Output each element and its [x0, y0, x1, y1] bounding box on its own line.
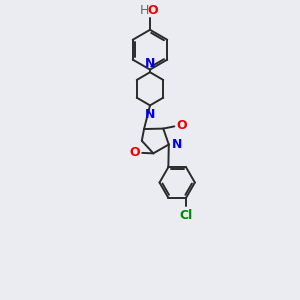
- Text: N: N: [171, 138, 182, 151]
- Text: O: O: [129, 146, 140, 159]
- Text: N: N: [145, 57, 155, 70]
- Text: Cl: Cl: [179, 209, 193, 222]
- Text: O: O: [147, 4, 158, 17]
- Text: O: O: [176, 119, 187, 132]
- Text: H: H: [140, 4, 149, 17]
- Text: N: N: [145, 108, 155, 121]
